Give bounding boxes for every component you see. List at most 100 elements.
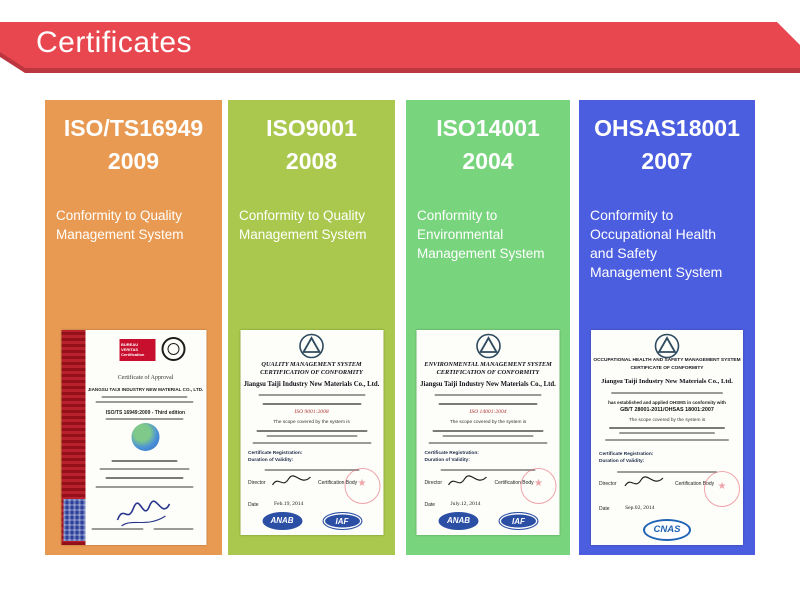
registration-label: Certificate Registration: (599, 452, 654, 457)
standard-line: ISO 9001:2008 (294, 409, 329, 415)
certificate-image-ts16949: BUREAU VERITAS Certification Certificate… (61, 330, 206, 545)
date-label: Date (424, 502, 436, 508)
standard-year: 2004 (462, 148, 514, 174)
standard-code: OHSAS18001 (594, 115, 740, 141)
red-stamp-icon (344, 468, 380, 504)
text-line (617, 471, 717, 473)
certificate-image-iso14001: ENVIRONMENTAL MANAGEMENT SYSTEM CERTIFIC… (416, 330, 560, 535)
column-iso-ts16949: ISO/TS16949 2009 Conformity to Quality M… (45, 100, 222, 555)
standard-line: ISO 14001:2004 (469, 409, 507, 415)
director-label: Director (424, 480, 443, 486)
text-line (252, 442, 371, 444)
company-name: Jiangsu Taiji Industry New Materials Co.… (243, 381, 380, 388)
validity-label: Duration of Validity: (248, 458, 294, 463)
globe-icon (131, 423, 159, 451)
registration-label: Certificate Registration: (424, 451, 479, 456)
issue-date: Sep.02, 2014 (625, 505, 655, 511)
column-title: ISO14001 2004 (406, 100, 570, 178)
text-line (111, 460, 177, 462)
column-description: Conformity to Environmental Management S… (417, 208, 545, 261)
signature-icon (447, 475, 487, 486)
text-line (619, 432, 715, 434)
standard-line: GB/T 28001-2011/OHSAS 18001:2007 (620, 407, 714, 413)
column-iso14001: ISO14001 2004 Conformity to Environmenta… (406, 100, 570, 555)
certificate-title-line2: CERTIFICATION OF CONFORMITY (260, 369, 363, 376)
text-line (91, 528, 143, 530)
issuer-sub: Certification (121, 352, 145, 357)
validity-label: Duration of Validity: (424, 458, 470, 463)
scope-heading: The scope covered by the system is (449, 420, 527, 425)
text-line (105, 477, 183, 479)
text-line (432, 430, 544, 432)
signature-icon (116, 500, 170, 527)
column-description: Conformity to Occupational Health and Sa… (590, 207, 723, 280)
header-ribbon (0, 22, 800, 73)
column-description: Conformity to Quality Management System (239, 208, 367, 242)
text-line (95, 486, 193, 488)
text-line (440, 469, 536, 471)
cnas-logo: CNAS (643, 519, 691, 541)
red-stamp-icon (520, 468, 557, 504)
page-title: Certificates (36, 26, 193, 59)
ribbon-shape (0, 22, 800, 68)
column-ohsas18001: OHSAS18001 2007 Conformity to Occupation… (579, 100, 755, 555)
issuer-name: BUREAU VERITAS (121, 342, 139, 352)
company-name: JIANGSU TAIJI INDUSTRY NEW MATERIAL CO.,… (87, 387, 204, 392)
standard-code: ISO/TS16949 (63, 115, 204, 141)
standard-year: 2007 (641, 148, 693, 174)
column-iso9001: ISO9001 2008 Conformity to Quality Manag… (228, 100, 395, 555)
text-line (262, 403, 361, 405)
anab-logo: ANAB (438, 512, 479, 530)
validity-label: Duration of Validity: (599, 459, 645, 464)
scope-heading: The scope covered by the system is (628, 418, 706, 423)
text-line (258, 394, 365, 396)
text-line (101, 396, 187, 398)
certification-body-logo-icon (299, 333, 324, 359)
column-title: ISO/TS16949 2009 (45, 100, 222, 178)
issuer-badge: BUREAU VERITAS Certification (119, 339, 155, 361)
certificate-title-line2: CERTIFICATION OF CONFORMITY (436, 369, 540, 376)
signature-icon (271, 475, 311, 486)
text-line (105, 418, 183, 420)
certificate-image-iso9001: QUALITY MANAGEMENT SYSTEM CERTIFICATION … (240, 330, 383, 535)
certificate-image-ohsas18001: OCCUPATIONAL HEALTH AND SAFETY MANAGEMEN… (591, 330, 743, 545)
standard-code: ISO14001 (436, 115, 540, 141)
text-line (434, 394, 542, 396)
certificate-title: Certificate of Approval (117, 375, 174, 381)
conformity-line: has established and applied OHSMS in con… (608, 400, 726, 405)
issue-date: Feb.19, 2014 (274, 501, 304, 507)
column-title: ISO9001 2008 (228, 100, 395, 178)
registration-label: Certificate Registration: (248, 451, 303, 456)
certification-body-label: Certification Body (318, 480, 358, 486)
certificate-hologram (63, 499, 85, 541)
certificate-title-line1: OCCUPATIONAL HEALTH AND SAFETY MANAGEMEN… (593, 358, 741, 363)
company-name: Jiangsu Taiji Industry New Materials Co.… (601, 378, 733, 385)
certificate-title-line1: ENVIRONMENTAL MANAGEMENT SYSTEM (424, 361, 552, 368)
text-line (266, 435, 357, 437)
text-line (99, 468, 189, 470)
certificate-title-line1: QUALITY MANAGEMENT SYSTEM (261, 361, 362, 368)
text-line (428, 442, 548, 444)
red-stamp-icon (704, 471, 740, 507)
standard-line: ISO/TS 16949:2009 - Third edition (105, 410, 186, 416)
text-line (442, 435, 534, 437)
company-name: Jiangsu Taiji Industry New Materials Co.… (420, 381, 556, 388)
certification-body-logo-icon (654, 333, 680, 359)
text-line (609, 427, 725, 429)
issue-date: July.12, 2014 (450, 501, 481, 507)
column-title: OHSAS18001 2007 (579, 100, 755, 178)
director-label: Director (248, 480, 266, 486)
text-line (153, 528, 193, 530)
anab-logo: ANAB (262, 512, 302, 530)
text-line (611, 392, 723, 394)
certificate-title-line2: CERTIFICATE OF CONFORMITY (630, 366, 704, 371)
date-label: Date (248, 502, 259, 508)
iaf-logo: IAF (322, 512, 362, 530)
text-line (264, 469, 359, 471)
text-line (605, 439, 729, 441)
bureau-veritas-seal-icon (161, 337, 185, 361)
standard-year: 2008 (285, 148, 338, 174)
text-line (256, 430, 367, 432)
column-description: Conformity to Quality Management System (56, 208, 184, 242)
